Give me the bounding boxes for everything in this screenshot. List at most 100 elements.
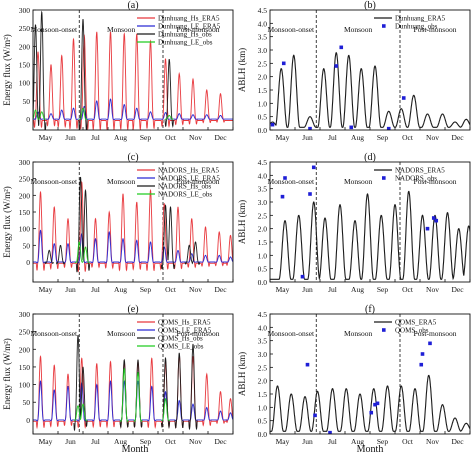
x-tick-label: Sep xyxy=(140,285,152,294)
y-tick-label: 3.5 xyxy=(258,185,268,194)
x-tick-label: Oct xyxy=(165,133,177,142)
y-tick-label: 250 xyxy=(19,175,31,184)
x-tick-label: Dec xyxy=(214,285,227,294)
y-tick-label: 0.0 xyxy=(258,126,268,135)
data-point xyxy=(283,176,287,180)
y-tick-label: 1.0 xyxy=(258,403,268,412)
data-point xyxy=(308,192,312,196)
x-tick-label: Jun xyxy=(302,133,313,142)
panel-a: (a) 0 50 100 150 200 250 300 Energy flux (W/m²) M… xyxy=(2,0,234,142)
data-point xyxy=(339,45,344,50)
panel-label: (f) xyxy=(365,304,375,315)
data-point xyxy=(401,96,406,100)
x-tick-label: Dec xyxy=(451,285,464,294)
y-tick-label: 0.0 xyxy=(258,278,268,287)
period-label: Monsoon xyxy=(107,329,136,338)
y-tick-label: 3.0 xyxy=(258,350,268,359)
x-tick-label: Dec xyxy=(451,133,464,142)
data-point xyxy=(375,401,380,406)
y-tick-label: 2.5 xyxy=(258,59,268,68)
plot-frame xyxy=(269,313,471,435)
y-axis-label: Energy flux (W/m²) xyxy=(2,338,12,410)
plot-area xyxy=(270,45,470,130)
x-tick-label: Nov xyxy=(426,285,439,294)
period-label: Monsoon xyxy=(107,177,136,186)
series-line xyxy=(33,107,174,120)
y-tick-label: 0 xyxy=(26,115,30,124)
x-tick-label: Sep xyxy=(377,285,389,294)
y-tick-label: 200 xyxy=(19,191,31,200)
data-point xyxy=(311,165,316,170)
plot-area xyxy=(270,165,470,281)
panel-b: (b) 0.0 0.5 1.0 1.5 2.0 2.5 3.0 3.5 4.0 4.5 ABLH (k… xyxy=(237,0,471,142)
y-tick-label: 300 xyxy=(19,6,31,15)
x-tick-label: May xyxy=(39,437,53,446)
data-point xyxy=(313,413,317,418)
y-tick-label: 150 xyxy=(19,208,31,217)
x-tick-label: May xyxy=(276,285,290,294)
y-tick-label: 0 xyxy=(26,416,30,425)
data-point xyxy=(434,218,439,223)
legend-entry: Dunhuang_LE_obs xyxy=(158,39,213,47)
y-tick-label: 100 xyxy=(19,79,31,88)
period-label: Post-monsoon xyxy=(177,177,220,186)
legend-swatch xyxy=(382,24,386,28)
x-tick-label: Jun xyxy=(65,133,76,142)
legend-entry: QOMS_Hs_obs xyxy=(158,335,203,343)
x-tick-label: Nov xyxy=(189,285,202,294)
period-label: Monsoon xyxy=(344,25,373,34)
y-tick-label: 4.0 xyxy=(258,323,268,332)
x-tick-label: Aug xyxy=(351,133,364,142)
legend-entry: NADORS_ERA5 xyxy=(395,167,445,175)
legend-swatch xyxy=(382,328,386,332)
x-tick-label: May xyxy=(276,437,290,446)
period-label: Post-monsoon xyxy=(414,25,457,34)
x-tick-label: Aug xyxy=(351,285,364,294)
y-tick-label: 3.0 xyxy=(258,46,268,55)
period-label: Post-monsoon xyxy=(414,329,457,338)
series-line xyxy=(33,380,233,422)
x-tick-label: Aug xyxy=(114,133,127,142)
plot-frame xyxy=(269,9,471,131)
data-point xyxy=(328,430,332,434)
series-line xyxy=(270,374,470,432)
plot-area xyxy=(270,341,470,434)
plot-area xyxy=(33,335,233,432)
data-point xyxy=(349,125,354,130)
period-label: Post-monsoon xyxy=(177,329,220,338)
legend-entry: NADORS_Hs_ERA5 xyxy=(158,167,220,175)
x-tick-label: Dec xyxy=(214,437,227,446)
y-tick-label: 2.5 xyxy=(258,363,268,372)
period-label: Monsoon-onset xyxy=(30,329,78,338)
y-tick-label: 0.5 xyxy=(258,265,268,274)
y-tick-label: 0.5 xyxy=(258,113,268,122)
legend-entry: NADORS_obs xyxy=(395,175,437,183)
legend-entry: Dunhuang_ERA5 xyxy=(395,15,446,23)
x-tick-label: Jun xyxy=(302,285,313,294)
legend-entry: Dunhuang_obs xyxy=(395,23,438,31)
series-line xyxy=(33,354,233,430)
period-label: Monsoon xyxy=(344,177,373,186)
legend-entry: Dunhuang_LE_ERA5 xyxy=(158,23,221,31)
legend-entry: NADORS_LE_ERA5 xyxy=(158,175,220,183)
legend-entry: QOMS_LE_ERA5 xyxy=(158,327,212,335)
x-tick-label: Jul xyxy=(328,437,337,446)
data-point xyxy=(300,274,305,279)
y-axis-label: Energy flux (W/m²) xyxy=(2,34,12,106)
plot-area xyxy=(33,176,233,273)
data-point xyxy=(373,402,377,407)
x-tick-label: Oct xyxy=(165,437,177,446)
series-line xyxy=(33,31,233,130)
series-line xyxy=(270,190,470,281)
y-tick-label: 4.5 xyxy=(258,6,268,15)
period-label: Post-monsoon xyxy=(177,25,220,34)
plot-area xyxy=(33,10,233,130)
series-line xyxy=(74,241,90,264)
legend-entry: NADORS_LE_obs xyxy=(158,191,212,199)
y-tick-label: 4.0 xyxy=(258,19,268,28)
legend-swatch xyxy=(382,176,386,180)
series-line xyxy=(33,10,174,130)
y-tick-label: 2.0 xyxy=(258,73,268,82)
data-point xyxy=(334,64,339,68)
